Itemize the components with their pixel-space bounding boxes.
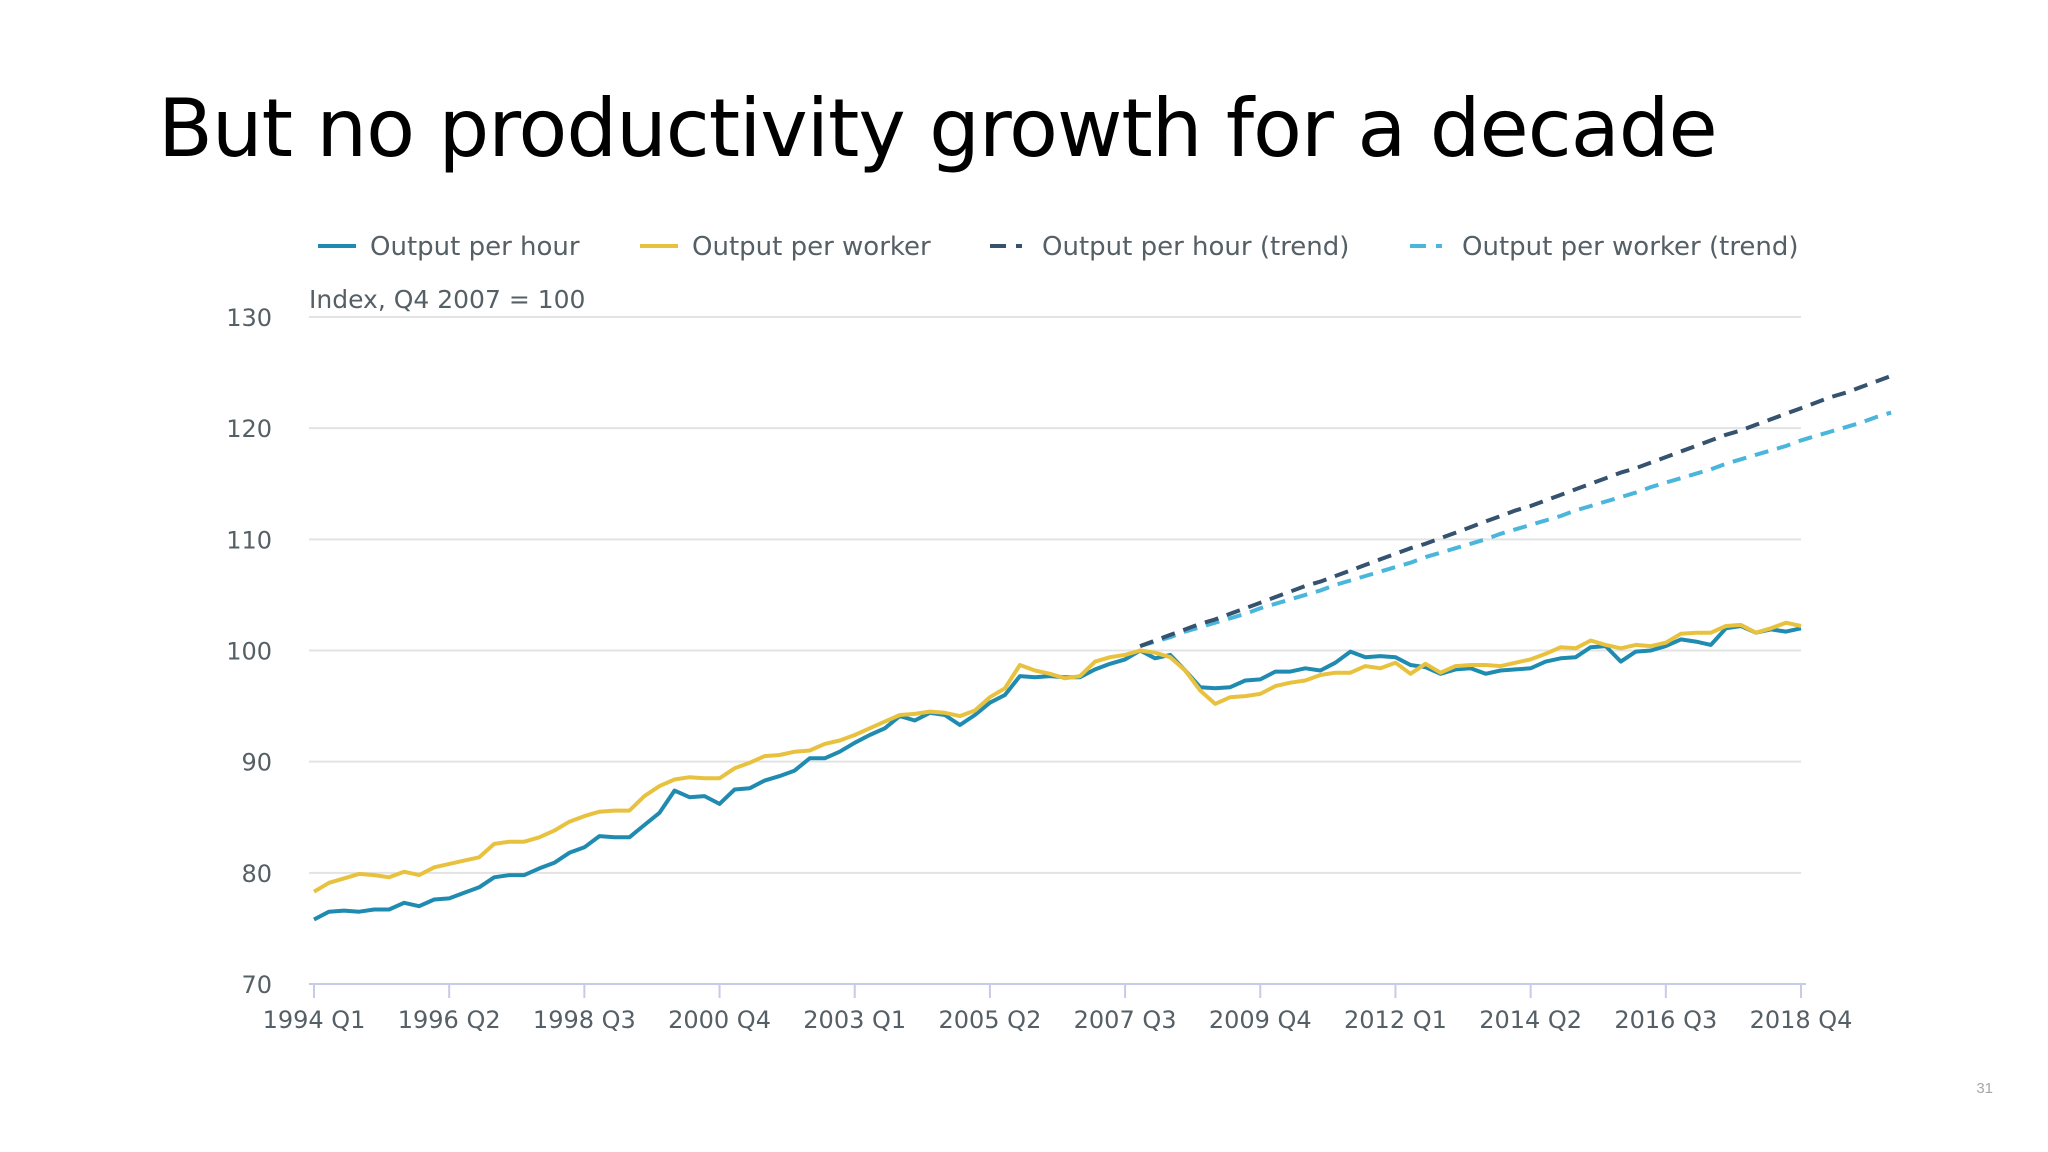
series-line-output-per-hour [313,624,1802,922]
series-line-output-per-hour-trend [1139,374,1892,648]
y-tick-label-90: 90 [241,749,272,777]
x-axis [309,983,1806,998]
series-line-output-per-worker [312,620,1802,894]
legend: Output per hour Output per worker Output p… [318,232,1799,262]
y-axis-tick-labels: 70 80 90 100 110 120 130 [226,304,272,999]
y-tick-label-130: 130 [226,304,272,332]
legend-item-2: Output per hour (trend) [990,232,1349,262]
x-tick-label-10: 2016 Q3 [1614,1006,1717,1034]
x-tick-label-1: 1996 Q2 [398,1006,501,1034]
x-tick-label-6: 2007 Q3 [1074,1006,1177,1034]
series-line-output-per-worker-trend [1139,410,1892,649]
x-tick-label-7: 2009 Q4 [1209,1006,1312,1034]
x-tick-label-4: 2003 Q1 [803,1006,906,1034]
grid-lines [309,316,1801,874]
y-tick-label-80: 80 [241,860,272,888]
legend-label-3: Output per worker (trend) [1462,232,1799,262]
y-tick-label-110: 110 [226,526,272,554]
x-tick-label-3: 2000 Q4 [668,1006,771,1034]
x-tick-label-5: 2005 Q2 [938,1006,1041,1034]
legend-label-2: Output per hour (trend) [1042,232,1349,262]
legend-label-1: Output per worker [692,232,931,262]
legend-item-0: Output per hour [318,232,580,262]
x-tick-label-8: 2012 Q1 [1344,1006,1447,1034]
y-tick-label-70: 70 [241,971,272,999]
slide-number: 31 [1976,1080,1993,1097]
legend-item-3: Output per worker (trend) [1410,232,1799,262]
legend-item-1: Output per worker [640,232,931,262]
x-tick-label-2: 1998 Q3 [533,1006,636,1034]
y-tick-label-120: 120 [226,415,272,443]
x-tick-label-11: 2018 Q4 [1750,1006,1853,1034]
y-tick-label-100: 100 [226,638,272,666]
index-annotation: Index, Q4 2007 = 100 [309,285,585,314]
x-tick-label-0: 1994 Q1 [263,1006,366,1034]
series-lines [312,374,1892,922]
legend-label-0: Output per hour [370,232,580,262]
x-axis-tick-labels: 1994 Q1 1996 Q2 1998 Q3 2000 Q4 2003 Q1 2005 … [263,1006,1853,1034]
slide-title: But no productivity growth for a decade [158,82,1718,175]
x-tick-label-9: 2014 Q2 [1479,1006,1582,1034]
